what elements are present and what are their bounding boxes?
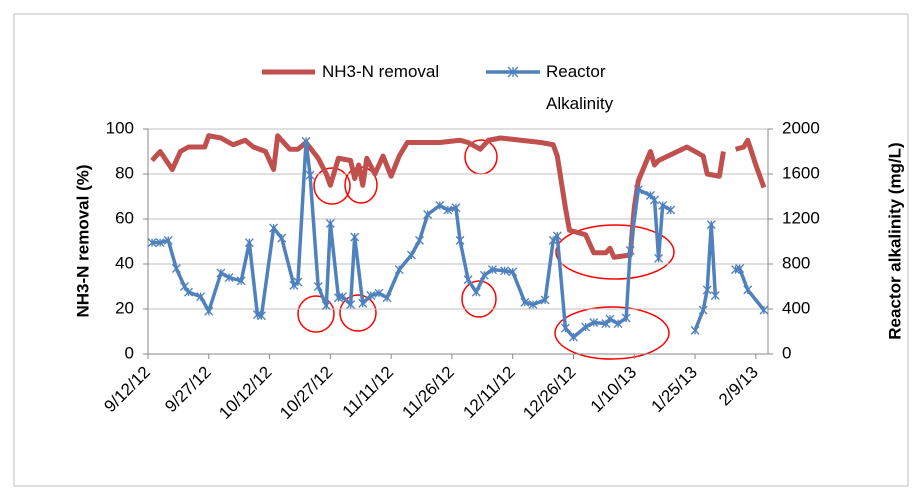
point-marker bbox=[487, 265, 497, 275]
annotations bbox=[297, 139, 675, 360]
point-marker bbox=[500, 266, 510, 276]
point-marker bbox=[180, 282, 189, 291]
point-marker bbox=[581, 322, 591, 332]
legend-marker bbox=[507, 66, 519, 78]
point-marker bbox=[463, 275, 473, 285]
point-marker bbox=[305, 170, 315, 180]
point-marker bbox=[702, 285, 712, 295]
y-tick-label: 40 bbox=[115, 253, 134, 272]
point-marker bbox=[552, 231, 562, 241]
point-marker bbox=[650, 195, 659, 205]
point-marker bbox=[155, 238, 165, 248]
point-marker bbox=[743, 285, 753, 295]
legend-label: Reactor Alkalinity bbox=[546, 62, 614, 113]
point-marker bbox=[666, 205, 676, 215]
point-marker bbox=[163, 235, 173, 245]
annotation-circle bbox=[461, 280, 497, 318]
y2-tick-label: 0 bbox=[782, 343, 791, 362]
annotation-ellipse bbox=[554, 306, 670, 360]
point-marker bbox=[321, 301, 331, 311]
point-marker bbox=[560, 323, 570, 333]
point-marker bbox=[613, 319, 623, 329]
y-tick-label: 80 bbox=[115, 163, 134, 182]
y2-tick-label: 1600 bbox=[782, 163, 820, 182]
point-marker bbox=[589, 318, 599, 327]
point-marker bbox=[382, 293, 392, 303]
point-marker bbox=[698, 305, 708, 315]
point-marker bbox=[520, 297, 530, 307]
point-marker bbox=[313, 282, 323, 291]
point-marker bbox=[184, 287, 193, 297]
point-marker bbox=[621, 313, 631, 323]
annotation-circle bbox=[339, 294, 377, 332]
point-marker bbox=[759, 305, 769, 315]
point-marker bbox=[451, 203, 461, 213]
point-marker bbox=[301, 136, 311, 146]
point-marker bbox=[710, 291, 720, 300]
point-marker bbox=[204, 306, 214, 316]
y-tick-label: 20 bbox=[115, 298, 134, 317]
point-marker bbox=[269, 223, 279, 233]
point-marker bbox=[257, 311, 266, 321]
y2-axis-label: Reactor alkalinity (mg/L) bbox=[885, 142, 904, 339]
point-marker bbox=[358, 298, 368, 308]
annotation-ellipse bbox=[555, 224, 675, 280]
point-marker bbox=[236, 276, 246, 286]
annotation-circle bbox=[313, 167, 351, 205]
point-marker bbox=[658, 201, 668, 210]
point-marker bbox=[224, 273, 234, 282]
point-marker bbox=[605, 314, 615, 324]
point-marker bbox=[423, 210, 433, 219]
y-tick-label: 0 bbox=[125, 343, 134, 362]
y2-tick-label: 1200 bbox=[782, 208, 820, 227]
point-marker bbox=[625, 246, 635, 255]
y2-tick-label: 800 bbox=[782, 253, 810, 272]
point-marker bbox=[293, 277, 303, 287]
point-marker bbox=[569, 332, 578, 342]
point-marker bbox=[435, 201, 445, 210]
point-marker bbox=[216, 268, 226, 278]
y-axis-label: NH3-N removal (%) bbox=[73, 164, 92, 317]
point-marker bbox=[706, 220, 716, 230]
y-tick-label: 100 bbox=[106, 118, 134, 137]
point-marker bbox=[633, 185, 643, 195]
point-marker bbox=[540, 295, 550, 305]
point-marker bbox=[455, 235, 465, 245]
point-marker bbox=[366, 291, 376, 300]
point-marker bbox=[374, 288, 384, 298]
point-marker bbox=[277, 233, 287, 243]
point-marker bbox=[471, 287, 481, 297]
point-marker bbox=[350, 232, 360, 242]
point-marker bbox=[394, 265, 404, 275]
point-marker bbox=[346, 300, 356, 309]
point-marker bbox=[406, 250, 416, 260]
point-marker bbox=[443, 205, 453, 215]
y2-tick-label: 2000 bbox=[782, 118, 820, 137]
point-marker bbox=[244, 238, 254, 248]
y-tick-label: 60 bbox=[115, 208, 134, 227]
point-marker bbox=[196, 292, 206, 302]
y2-tick-label: 400 bbox=[782, 298, 810, 317]
point-marker bbox=[508, 267, 518, 277]
legend-label: NH3-N removal bbox=[322, 62, 440, 81]
point-marker bbox=[325, 219, 335, 228]
point-marker bbox=[690, 325, 700, 335]
annotation-circle bbox=[297, 295, 335, 333]
point-marker bbox=[479, 270, 489, 280]
point-marker bbox=[171, 264, 181, 273]
point-marker bbox=[735, 264, 745, 273]
point-marker bbox=[415, 235, 424, 245]
point-marker bbox=[338, 292, 347, 302]
point-marker bbox=[528, 300, 538, 309]
point-marker bbox=[147, 238, 157, 248]
point-marker bbox=[654, 253, 664, 263]
